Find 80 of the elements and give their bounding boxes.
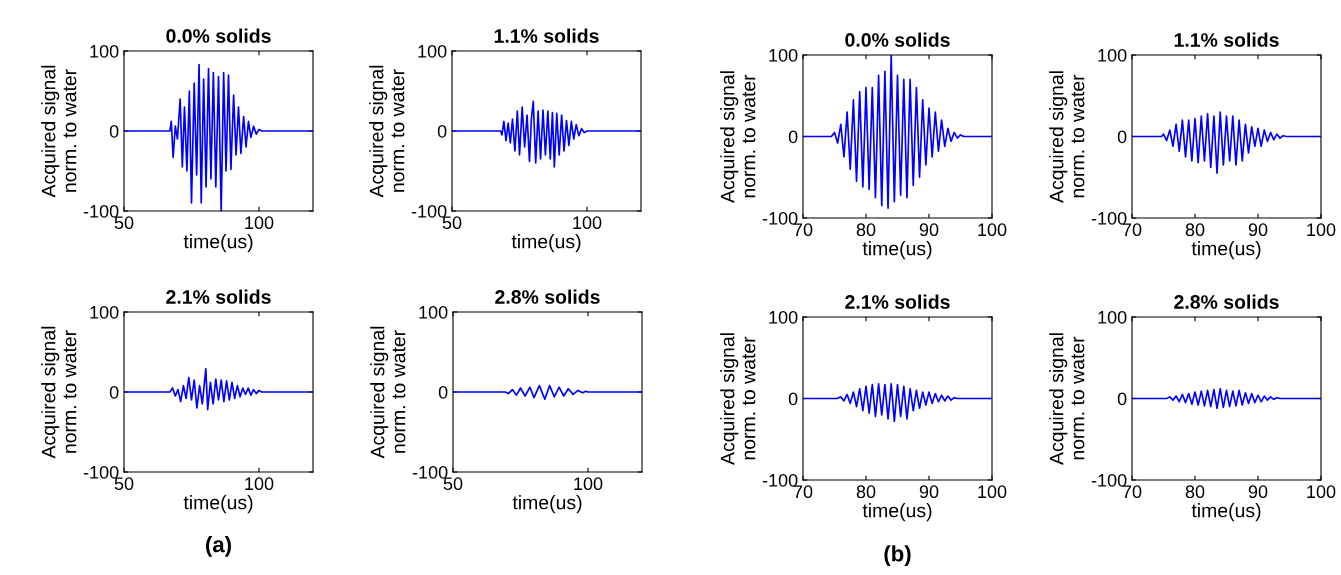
x-tick-label: 90 [1248, 223, 1268, 237]
y-tick-label: -100 [1091, 473, 1127, 487]
x-tick-label: 100 [978, 223, 1007, 237]
y-tick-label: 100 [1098, 310, 1127, 324]
y-tick-label: -100 [762, 211, 798, 225]
y-tick-label: 100 [90, 44, 119, 58]
y-tick-label: 0 [437, 124, 447, 138]
line-series [452, 100, 641, 168]
y-axis-title: Acquired signal norm. to water [41, 326, 77, 459]
x-tick-label: 90 [919, 223, 939, 237]
chart-title: 0.0% solids [166, 28, 271, 43]
chart-title: 0.0% solids [845, 32, 950, 47]
y-tick-label: -100 [1091, 211, 1127, 225]
y-axis-title: Acquired signal norm. to water [720, 333, 756, 465]
y-tick-label: 0 [788, 392, 798, 406]
line-series [1132, 111, 1321, 175]
x-tick-label: 70 [1122, 485, 1142, 499]
x-tick-label: 100 [978, 485, 1007, 499]
y-axis-title: Acquired signal norm. to water [369, 65, 405, 198]
x-axis-title: time(us) [1191, 503, 1261, 522]
y-tick-label: 100 [1098, 48, 1127, 62]
x-tick-label: 70 [793, 223, 813, 237]
chart-title: 2.8% solids [1174, 294, 1279, 309]
text: (a) [206, 536, 231, 557]
x-axis-title: time(us) [1191, 241, 1261, 260]
chart-title: 2.8% solids [495, 289, 600, 304]
x-axis-title: time(us) [183, 234, 253, 253]
x-axis-title: time(us) [512, 495, 582, 514]
x-tick-label: 50 [114, 477, 134, 491]
x-tick-label: 100 [574, 477, 603, 491]
x-tick-label: 90 [1248, 485, 1268, 499]
chart-title: 2.1% solids [166, 289, 271, 304]
line-series [1132, 387, 1321, 410]
y-axis-title: Acquired signal norm. to water [1049, 71, 1085, 203]
x-tick-label: 100 [573, 216, 602, 230]
x-axis-title: time(us) [862, 503, 932, 522]
y-tick-label: 100 [419, 305, 448, 319]
y-tick-label: 0 [788, 130, 798, 144]
line-series [803, 382, 992, 423]
y-tick-label: 100 [418, 44, 447, 58]
x-tick-label: 80 [1185, 485, 1205, 499]
x-tick-label: 80 [856, 485, 876, 499]
y-tick-label: 0 [1117, 392, 1127, 406]
x-tick-label: 100 [1307, 223, 1336, 237]
x-axis-title: time(us) [511, 234, 581, 253]
y-tick-label: -100 [411, 204, 447, 218]
y-tick-label: 0 [1117, 130, 1127, 144]
x-axis-title: time(us) [862, 241, 932, 260]
x-tick-label: 100 [1307, 485, 1336, 499]
x-tick-label: 70 [793, 485, 813, 499]
x-tick-label: 50 [442, 216, 462, 230]
chart-title: 1.1% solids [494, 28, 599, 43]
x-tick-label: 80 [1185, 223, 1205, 237]
x-tick-label: 80 [856, 223, 876, 237]
y-tick-label: -100 [412, 465, 448, 479]
y-axis-title: Acquired signal norm. to water [41, 65, 77, 198]
y-axis-title: Acquired signal norm. to water [1049, 333, 1085, 465]
y-axis-title: Acquired signal norm. to water [720, 71, 756, 203]
y-axis-title: Acquired signal norm. to water [370, 326, 406, 459]
text: (b) [884, 545, 911, 566]
x-tick-label: 100 [245, 477, 274, 491]
y-tick-label: 100 [90, 305, 119, 319]
y-tick-label: 0 [109, 385, 119, 399]
chart-title: 1.1% solids [1174, 32, 1279, 47]
y-tick-label: -100 [762, 473, 798, 487]
y-tick-label: 0 [109, 124, 119, 138]
y-tick-label: -100 [83, 204, 119, 218]
x-tick-label: 50 [114, 216, 134, 230]
y-tick-label: 100 [769, 310, 798, 324]
line-series [453, 384, 642, 401]
x-axis-title: time(us) [183, 495, 253, 514]
x-tick-label: 90 [919, 485, 939, 499]
x-tick-label: 50 [443, 477, 463, 491]
x-tick-label: 70 [1122, 223, 1142, 237]
chart-title: 2.1% solids [845, 294, 950, 309]
x-tick-label: 100 [245, 216, 274, 230]
y-tick-label: 0 [438, 385, 448, 399]
y-tick-label: -100 [83, 465, 119, 479]
y-tick-label: 100 [769, 48, 798, 62]
line-series [124, 367, 313, 411]
